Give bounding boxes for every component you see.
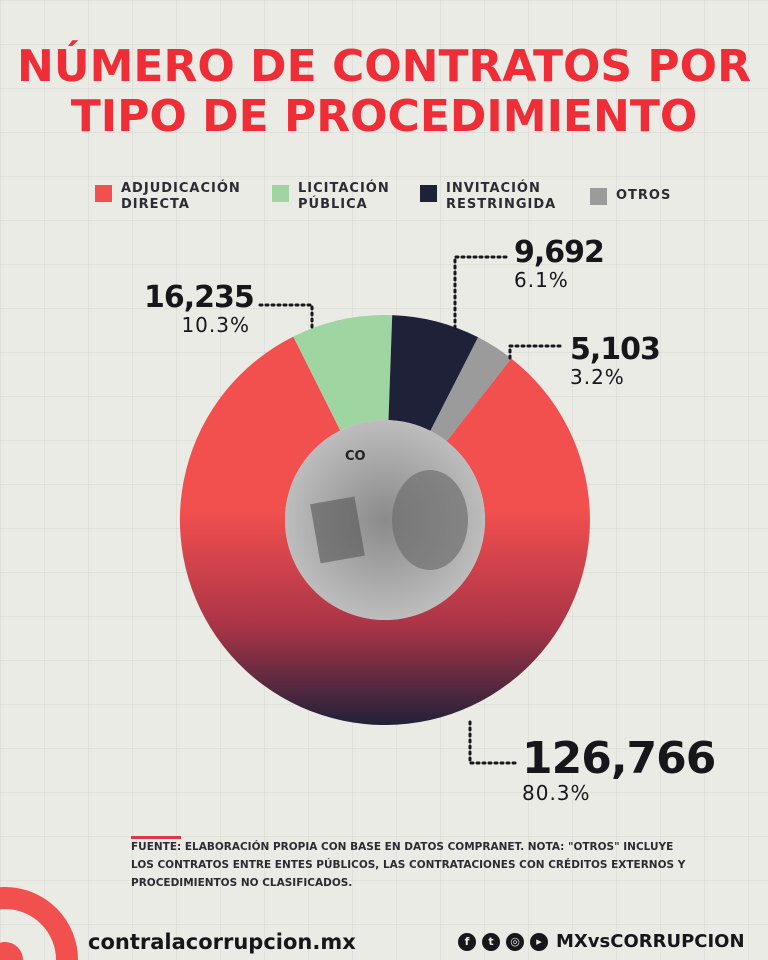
title-line-1: NÚMERO DE CONTRATOS POR [17,41,751,92]
title-line-2: TIPO DE PROCEDIMIENTO [70,91,698,142]
website-link[interactable]: contralacorrupcion.mx [88,930,356,954]
svg-text:CO: CO [345,449,366,464]
note-accent-bar [131,836,181,839]
banknote-image [285,420,485,620]
slice-invitacion [388,315,479,431]
legend-item-otros: OTROS [590,188,671,205]
chart-title: NÚMERO DE CONTRATOS POR TIPO DE PROCEDIM… [0,42,768,142]
legend-item-licitacion: LICITACIÓN PÚBLICA [272,181,390,213]
youtube-icon[interactable]: ▸ [530,932,548,951]
slice-licitacion [293,314,393,431]
slice-adjudicacion [179,336,590,725]
legend-swatch [95,185,112,202]
legend-swatch [272,185,289,202]
twitter-icon[interactable]: t [482,932,500,951]
source-note: FUENTE: ELABORACIÓN PROPIA CON BASE EN D… [131,841,686,889]
legend-swatch [420,185,437,202]
label-licitacion: 16,235 10.3% [144,280,255,337]
legend-item-invitacion: INVITACIÓN RESTRINGIDA [420,181,556,213]
label-adjudicacion: 126,766 80.3% [522,733,716,805]
label-otros: 5,103 3.2% [570,332,661,389]
instagram-icon[interactable]: ◎ [506,932,524,951]
legend-item-adjudicacion: ADJUDICACIÓN DIRECTA [95,181,241,213]
slice-otros [430,337,512,442]
legend-swatch [590,188,607,205]
facebook-icon[interactable]: f [458,932,476,951]
label-invitacion: 9,692 6.1% [514,235,605,292]
social-handle[interactable]: MXvsCORRUPCION [556,931,745,952]
social-links: f t ◎ ▸ MXvsCORRUPCION [458,931,745,952]
